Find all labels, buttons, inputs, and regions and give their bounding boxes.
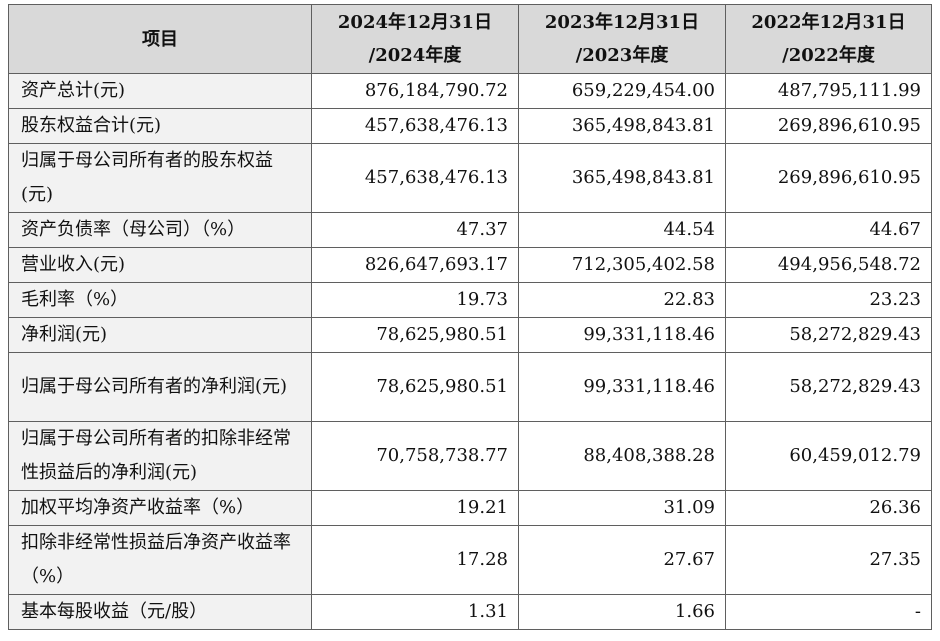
value-2022: 269,896,610.95 [725,143,932,213]
value-2024: 70,758,738.77 [311,421,519,491]
row-label: 资产负债率（母公司）（%） [8,212,312,248]
header-item-label: 项目 [142,28,178,50]
table-row: 股东权益合计(元) 457,638,476.13 365,498,843.81 … [8,108,932,144]
value-2024: 457,638,476.13 [311,108,519,144]
value-2024: 19.73 [311,282,519,318]
value-2024: 826,647,693.17 [311,247,519,283]
row-label: 基本每股收益（元/股） [8,594,312,630]
table-row: 基本每股收益（元/股） 1.31 1.66 - [8,594,932,630]
row-label: 股东权益合计(元) [8,108,312,144]
table-row: 归属于母公司所有者的扣除非经常性损益后的净利润(元) 70,758,738.77… [8,421,932,491]
row-label: 扣除非经常性损益后净资产收益率（%） [8,525,312,595]
value-2022: 44.67 [725,212,932,248]
header-2023-year: /2023年度 [575,45,669,66]
value-2024: 78,625,980.51 [311,317,519,353]
value-2024: 47.37 [311,212,519,248]
value-2022: 58,272,829.43 [725,317,932,353]
header-2023-date: 2023年12月31日 [544,12,700,33]
table-row: 净利润(元) 78,625,980.51 99,331,118.46 58,27… [8,317,932,353]
financial-summary-table: 项目 2024年12月31日 /2024年度 2023年12月31日 /2023… [8,4,932,630]
table-row: 毛利率（%） 19.73 22.83 23.23 [8,282,932,318]
value-2024: 1.31 [311,594,519,630]
table-row: 归属于母公司所有者的股东权益(元) 457,638,476.13 365,498… [8,143,932,213]
value-2023: 22.83 [518,282,726,318]
value-2023: 1.66 [518,594,726,630]
value-2023: 88,408,388.28 [518,421,726,491]
row-label: 毛利率（%） [8,282,312,318]
value-2022: 494,956,548.72 [725,247,932,283]
table-row: 营业收入(元) 826,647,693.17 712,305,402.58 49… [8,247,932,283]
row-label: 加权平均净资产收益率（%） [8,490,312,526]
value-2024: 457,638,476.13 [311,143,519,213]
value-2022: 269,896,610.95 [725,108,932,144]
value-2022: 60,459,012.79 [725,421,932,491]
value-2023: 99,331,118.46 [518,352,726,422]
table-row: 加权平均净资产收益率（%） 19.21 31.09 26.36 [8,490,932,526]
row-label: 归属于母公司所有者的扣除非经常性损益后的净利润(元) [8,421,312,491]
value-2023: 365,498,843.81 [518,108,726,144]
value-2022: 58,272,829.43 [725,352,932,422]
value-2023: 31.09 [518,490,726,526]
value-2022: 26.36 [725,490,932,526]
row-label: 资产总计(元) [8,73,312,109]
value-2023: 99,331,118.46 [518,317,726,353]
value-2023: 659,229,454.00 [518,73,726,109]
row-label: 营业收入(元) [8,247,312,283]
header-2022-year: /2022年度 [782,45,875,66]
header-2023: 2023年12月31日 /2023年度 [518,4,726,74]
value-2024: 17.28 [311,525,519,595]
table-header: 项目 2024年12月31日 /2024年度 2023年12月31日 /2023… [8,4,932,74]
row-label: 归属于母公司所有者的净利润(元) [8,352,312,422]
value-2024: 19.21 [311,490,519,526]
row-label: 归属于母公司所有者的股东权益(元) [8,143,312,213]
value-2023: 365,498,843.81 [518,143,726,213]
header-2022: 2022年12月31日 /2022年度 [725,4,932,74]
value-2023: 712,305,402.58 [518,247,726,283]
value-2022: 487,795,111.99 [725,73,932,109]
value-2024: 876,184,790.72 [311,73,519,109]
table-row: 资产总计(元) 876,184,790.72 659,229,454.00 48… [8,73,932,109]
value-2022: 23.23 [725,282,932,318]
header-2022-date: 2022年12月31日 [751,12,906,33]
row-label: 净利润(元) [8,317,312,353]
table-body: 资产总计(元) 876,184,790.72 659,229,454.00 48… [8,73,932,630]
header-2024-date: 2024年12月31日 [337,12,493,33]
header-item: 项目 [8,4,312,74]
value-2022: 27.35 [725,525,932,595]
table-row: 资产负债率（母公司）（%） 47.37 44.54 44.67 [8,212,932,248]
value-2023: 44.54 [518,212,726,248]
value-2022: - [725,594,932,630]
value-2024: 78,625,980.51 [311,352,519,422]
table-row: 归属于母公司所有者的净利润(元) 78,625,980.51 99,331,11… [8,352,932,422]
value-2023: 27.67 [518,525,726,595]
table-row: 扣除非经常性损益后净资产收益率（%） 17.28 27.67 27.35 [8,525,932,595]
header-2024-year: /2024年度 [368,45,462,66]
header-2024: 2024年12月31日 /2024年度 [311,4,519,74]
